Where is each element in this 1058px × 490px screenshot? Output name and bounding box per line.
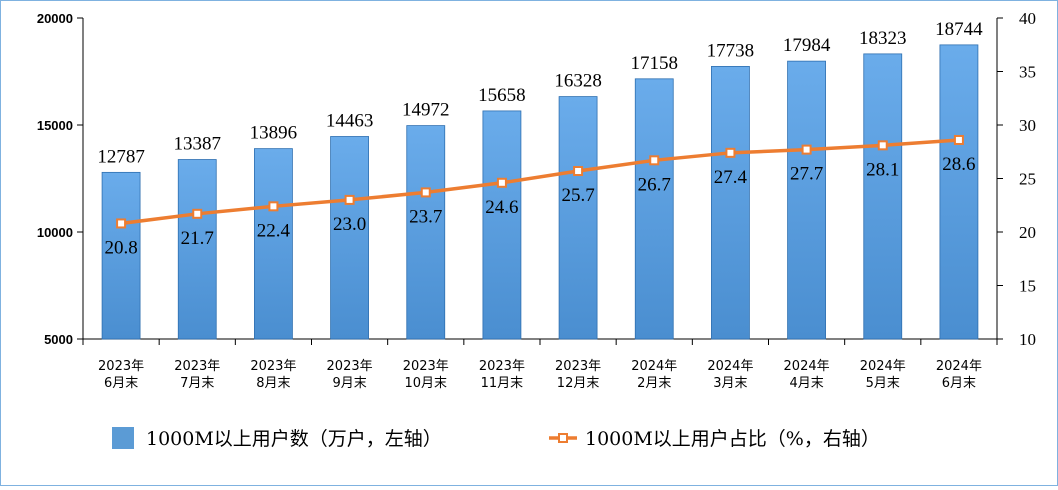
bar xyxy=(863,53,903,340)
line-value-label: 22.4 xyxy=(257,220,291,241)
line-value-label: 21.7 xyxy=(181,228,214,249)
y-right-tick-label: 30 xyxy=(1019,116,1036,135)
x-tick-label: 2024年 3月末 xyxy=(707,359,753,391)
line-point xyxy=(649,155,660,166)
x-tick-label: 2023年 10月末 xyxy=(403,359,449,391)
bar xyxy=(558,96,598,340)
y-right-tick-label: 25 xyxy=(1019,170,1036,189)
line-point xyxy=(573,166,584,177)
legend: 1000M以上用户数（万户，左轴） 1000M以上用户占比（%，右轴） xyxy=(112,427,880,450)
legend-label-line: 1000M以上用户占比（%，右轴） xyxy=(585,428,880,450)
bar-value-label: 18744 xyxy=(935,19,983,40)
bar-value-label: 17158 xyxy=(631,53,679,74)
bar xyxy=(711,66,750,340)
bar xyxy=(406,125,446,340)
bar-value-label: 17984 xyxy=(783,35,831,56)
y-right-tick-label: 35 xyxy=(1019,63,1036,82)
line-point xyxy=(420,187,431,198)
bar-value-label: 16328 xyxy=(554,71,602,92)
line-value-label: 27.7 xyxy=(790,164,823,185)
line-point xyxy=(116,218,127,229)
bar-value-label: 14972 xyxy=(402,100,450,121)
x-tick-label: 2023年 7月末 xyxy=(174,359,220,391)
line-value-label: 26.7 xyxy=(638,174,671,195)
legend-swatch-marker xyxy=(558,433,568,443)
x-tick-label: 2023年 6月末 xyxy=(98,359,144,391)
line-point xyxy=(192,208,203,219)
x-tick-label: 2024年 4月末 xyxy=(784,359,830,391)
bar xyxy=(634,78,674,340)
x-tick-label: 2023年 9月末 xyxy=(327,359,373,391)
line-path xyxy=(120,138,960,226)
line-series xyxy=(116,134,964,229)
line-value-label: 24.6 xyxy=(485,197,518,218)
y-right-tick-label: 15 xyxy=(1019,277,1036,296)
line-point xyxy=(801,144,812,155)
line-point xyxy=(725,147,736,158)
bar xyxy=(101,171,141,340)
bar-series xyxy=(101,44,979,340)
bar-value-label: 12787 xyxy=(97,146,145,167)
line-value-label: 20.8 xyxy=(104,237,137,258)
legend-swatch-bar xyxy=(112,427,134,449)
bar-value-label: 13896 xyxy=(250,123,298,144)
line-value-label: 28.1 xyxy=(866,159,899,180)
line-value-label: 25.7 xyxy=(561,185,594,206)
y-right-tick-label: 20 xyxy=(1019,223,1036,242)
line-value-label: 28.6 xyxy=(942,154,975,175)
y-right-tick-label: 10 xyxy=(1019,330,1036,349)
bar xyxy=(330,136,369,340)
line-value-label: 23.0 xyxy=(333,214,366,235)
y-right-tick-label: 40 xyxy=(1019,9,1036,28)
x-tick-label: 2024年 2月末 xyxy=(631,359,677,391)
x-tick-label: 2023年 8月末 xyxy=(250,359,296,391)
bar-value-label: 18323 xyxy=(859,28,907,49)
axes: 5000 10000 15000 20000 10 15 20 25 30 35 40 2023年 6月… xyxy=(37,9,1036,391)
x-tick-label: 2023年 12月末 xyxy=(555,359,601,391)
bar-value-label: 13387 xyxy=(174,134,222,155)
x-tick-label: 2023年 11月末 xyxy=(479,359,525,391)
x-tick-label: 2024年 6月末 xyxy=(936,359,982,391)
line-point xyxy=(268,201,279,212)
y-left-tick-label: 10000 xyxy=(37,225,73,240)
x-tick-label: 2024年 5月末 xyxy=(860,359,906,391)
bar xyxy=(939,44,979,340)
line-point xyxy=(344,194,355,205)
bar xyxy=(482,110,522,340)
bar xyxy=(787,60,826,340)
line-value-label: 27.4 xyxy=(714,167,748,188)
bar-value-label: 14463 xyxy=(326,110,374,131)
y-left-tick-label: 5000 xyxy=(44,332,73,347)
data-labels: 12787 13387 13896 14463 14972 15658 16328 17158… xyxy=(97,19,983,259)
line-point xyxy=(953,134,964,145)
line-point xyxy=(877,140,888,151)
legend-label-bar: 1000M以上用户数（万户，左轴） xyxy=(146,428,442,450)
y-left-tick-label: 20000 xyxy=(37,11,73,26)
line-value-label: 23.7 xyxy=(409,206,442,227)
line-point xyxy=(496,177,507,188)
bar xyxy=(177,159,217,340)
y-left-tick-label: 15000 xyxy=(37,118,73,133)
bar-value-label: 15658 xyxy=(478,85,526,106)
bar-value-label: 17738 xyxy=(707,40,755,61)
bar xyxy=(254,148,293,340)
